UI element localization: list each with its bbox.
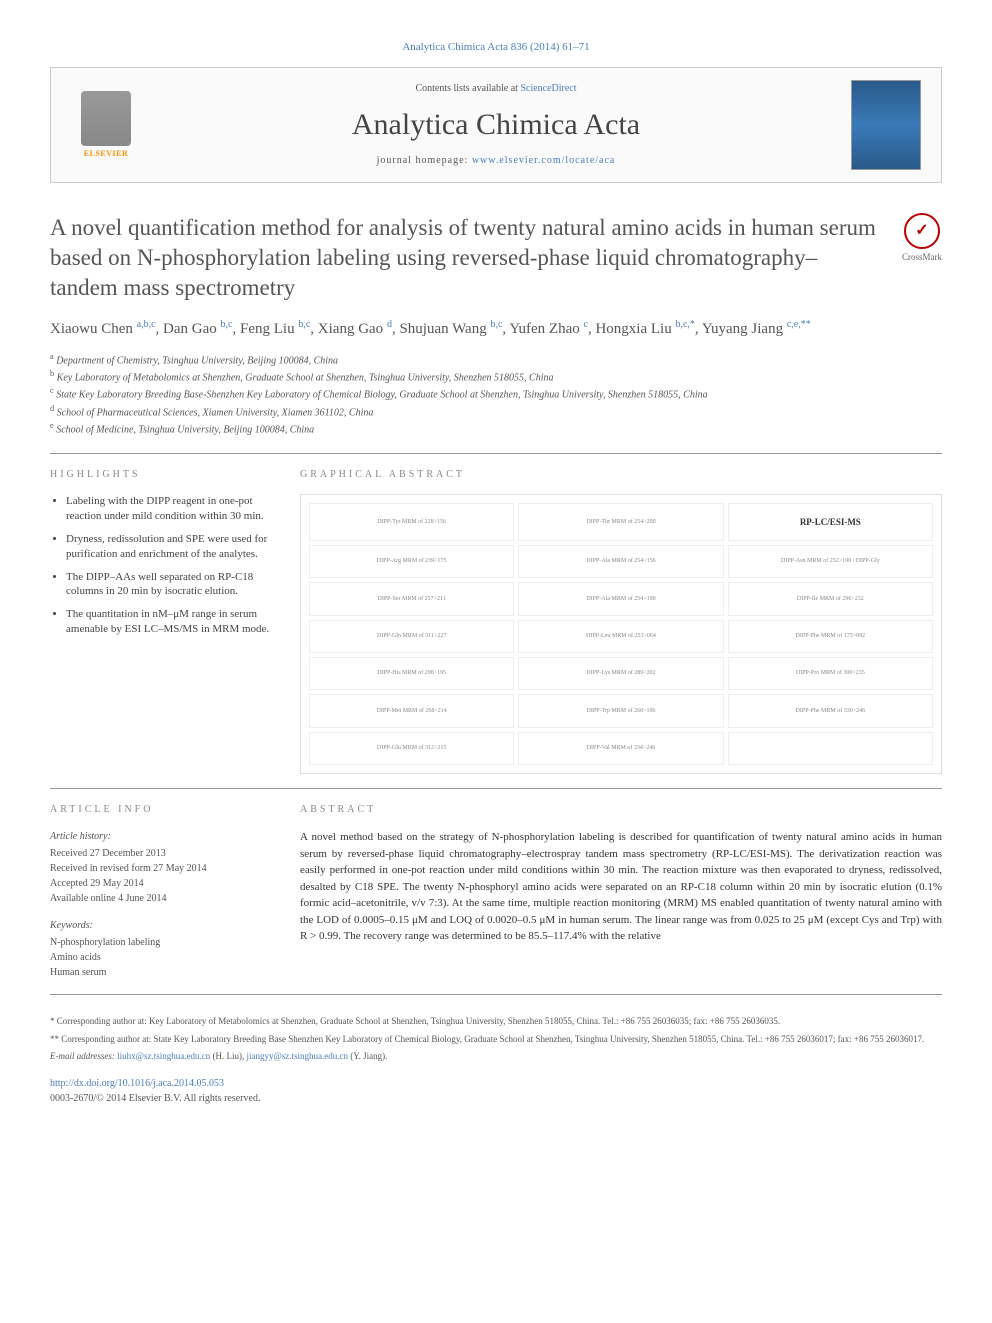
corresponding-author-1: * Corresponding author at: Key Laborator… <box>50 1015 942 1029</box>
keywords-lines: N-phosphorylation labelingAmino acidsHum… <box>50 935 270 980</box>
article-history-lines: Received 27 December 2013Received in rev… <box>50 846 270 906</box>
elsevier-logo: ELSEVIER <box>71 85 141 165</box>
divider <box>50 453 942 454</box>
ga-chromatogram-cell: DIPP-Trp MRM of 260>196 <box>518 694 723 727</box>
affiliation-line: d School of Pharmaceutical Sciences, Xia… <box>50 403 942 420</box>
affiliation-line: c State Key Laboratory Breeding Base-She… <box>50 385 942 402</box>
footer-block: * Corresponding author at: Key Laborator… <box>50 1015 942 1106</box>
divider <box>50 994 942 995</box>
contents-prefix: Contents lists available at <box>415 83 520 94</box>
corresponding-author-2: ** Corresponding author at: State Key La… <box>50 1033 942 1047</box>
crossmark-badge[interactable]: ✓ CrossMark <box>902 213 942 264</box>
highlight-item: The quantitation in nM–μM range in serum… <box>66 607 270 637</box>
ga-chromatogram-cell: DIPP-Arg MRM of 239>175 <box>309 545 514 578</box>
graphical-abstract-heading: GRAPHICAL ABSTRACT <box>300 468 942 482</box>
homepage-prefix: journal homepage: <box>377 155 472 166</box>
ga-chromatogram-cell: DIPP-Phe MRM of 330>246 <box>728 694 933 727</box>
ga-chromatogram-cell <box>728 732 933 765</box>
affiliation-line: e School of Medicine, Tsinghua Universit… <box>50 420 942 437</box>
elsevier-label: ELSEVIER <box>84 148 128 159</box>
history-line: Received in revised form 27 May 2014 <box>50 861 270 876</box>
ga-chromatogram-cell: RP-LC/ESI-MS <box>728 503 933 541</box>
graphical-abstract-figure: DIPP-Tyr MRM of 228>156DIPP-Thr MRM of 2… <box>300 494 942 774</box>
ga-chromatogram-cell: DIPP-Glu MRM of 312>215 <box>309 732 514 765</box>
history-line: Accepted 29 May 2014 <box>50 876 270 891</box>
ga-chromatogram-cell: DIPP-Pro MRM of 300>235 <box>728 657 933 690</box>
ga-chromatogram-cell: DIPP-Phe MRM of 175>092 <box>728 620 933 653</box>
article-title: A novel quantification method for analys… <box>50 213 882 303</box>
abstract-heading: ABSTRACT <box>300 803 942 817</box>
affiliation-line: a Department of Chemistry, Tsinghua Univ… <box>50 351 942 368</box>
journal-cover-thumbnail <box>851 80 921 170</box>
author-list: Xiaowu Chen a,b,c, Dan Gao b,c, Feng Liu… <box>50 317 942 341</box>
journal-header: ELSEVIER Contents lists available at Sci… <box>50 67 942 183</box>
keyword-line: Human serum <box>50 965 270 980</box>
doi-link[interactable]: http://dx.doi.org/10.1016/j.aca.2014.05.… <box>50 1076 942 1091</box>
contents-lists-line: Contents lists available at ScienceDirec… <box>141 82 851 96</box>
keyword-line: Amino acids <box>50 950 270 965</box>
ga-chromatogram-cell: DIPP-Tyr MRM of 228>156 <box>309 503 514 541</box>
crossmark-label: CrossMark <box>902 251 942 264</box>
history-line: Received 27 December 2013 <box>50 846 270 861</box>
ga-chromatogram-cell: DIPP-Lys MRM of 289>202 <box>518 657 723 690</box>
elsevier-tree-icon <box>81 91 131 146</box>
highlights-heading: HIGHLIGHTS <box>50 468 270 482</box>
ga-chromatogram-cell: DIPP-Val MRM of 334>240 <box>518 732 723 765</box>
affiliation-line: b Key Laboratory of Metabolomics at Shen… <box>50 368 942 385</box>
journal-reference: Analytica Chimica Acta 836 (2014) 61–71 <box>50 40 942 55</box>
affiliations-list: a Department of Chemistry, Tsinghua Univ… <box>50 351 942 438</box>
journal-homepage-link[interactable]: www.elsevier.com/locate/aca <box>472 155 616 166</box>
history-line: Available online 4 June 2014 <box>50 891 270 906</box>
ga-chromatogram-cell: DIPP-Leu MRM of 253>064 <box>518 620 723 653</box>
email-link-1[interactable]: liuhx@sz.tsinghua.edu.cn <box>117 1051 210 1061</box>
email-line: E-mail addresses: liuhx@sz.tsinghua.edu.… <box>50 1050 942 1064</box>
abstract-text: A novel method based on the strategy of … <box>300 829 942 945</box>
highlights-list: Labeling with the DIPP reagent in one-po… <box>50 494 270 637</box>
ga-chromatogram-cell: DIPP-Met MRM of 268>214 <box>309 694 514 727</box>
ga-chromatogram-cell: DIPP-Gln MRM of 311>227 <box>309 620 514 653</box>
ga-chromatogram-cell: DIPP-His MRM of 298>195 <box>309 657 514 690</box>
divider <box>50 788 942 789</box>
article-info-heading: ARTICLE INFO <box>50 803 270 817</box>
ga-chromatogram-cell: DIPP-Ser MRM of 257>211 <box>309 582 514 615</box>
highlight-item: Dryness, redissolution and SPE were used… <box>66 532 270 562</box>
highlight-item: The DIPP–AAs well separated on RP-C18 co… <box>66 570 270 600</box>
ga-chromatogram-cell: DIPP-Thr MRM of 254>200 <box>518 503 723 541</box>
keywords-head: Keywords: <box>50 918 270 933</box>
copyright-line: 0003-2670/© 2014 Elsevier B.V. All right… <box>50 1091 942 1106</box>
article-history-head: Article history: <box>50 829 270 844</box>
keyword-line: N-phosphorylation labeling <box>50 935 270 950</box>
journal-homepage-line: journal homepage: www.elsevier.com/locat… <box>141 154 851 168</box>
email-link-2[interactable]: jiangyy@sz.tsinghua.edu.cn <box>246 1051 348 1061</box>
sciencedirect-link[interactable]: ScienceDirect <box>520 83 576 94</box>
highlight-item: Labeling with the DIPP reagent in one-po… <box>66 494 270 524</box>
crossmark-icon: ✓ <box>904 213 940 249</box>
ga-chromatogram-cell: DIPP-Ile MRM of 296>232 <box>728 582 933 615</box>
article-info-block: Article history: Received 27 December 20… <box>50 829 270 980</box>
ga-chromatogram-cell: DIPP-Ala MRM of 254>156 <box>518 545 723 578</box>
ga-chromatogram-cell: DIPP-Ala MRM of 254>190 <box>518 582 723 615</box>
ga-chromatogram-cell: DIPP-Asn MRM of 252>190 / DIPP-Gly <box>728 545 933 578</box>
journal-name: Analytica Chimica Acta <box>141 104 851 146</box>
